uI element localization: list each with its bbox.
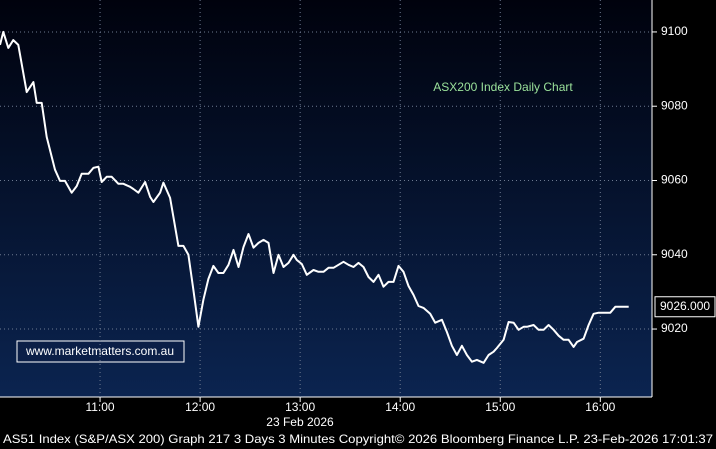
price-line: [0, 30, 629, 364]
last-price-label: 9026.000: [660, 299, 710, 313]
y-tick-label: 9100: [661, 24, 688, 38]
watermark: www.marketmatters.com.au: [25, 344, 174, 358]
x-tick-label: 16:00: [585, 400, 615, 414]
chart-title: ASX200 Index Daily Chart: [433, 80, 573, 94]
footer: AS51 Index (S&P/ASX 200) Graph 217 3 Day…: [3, 432, 713, 446]
plot-background: [0, 0, 652, 397]
last-price-box: [654, 296, 716, 318]
x-tick-label: 13:00: [285, 400, 315, 414]
y-tick-label: 9040: [661, 247, 688, 261]
date-label: 23 Feb 2026: [266, 415, 334, 429]
x-tick-label: 14:00: [385, 400, 415, 414]
x-tick-label: 11:00: [85, 400, 114, 414]
y-tick-label: 9020: [661, 321, 688, 335]
x-tick-label: 12:00: [185, 400, 215, 414]
y-tick-label: 9060: [661, 173, 688, 187]
x-tick-label: 15:00: [485, 400, 515, 414]
axis-background: [652, 0, 716, 397]
y-tick-label: 9080: [661, 98, 688, 112]
watermark-box: [16, 340, 185, 363]
